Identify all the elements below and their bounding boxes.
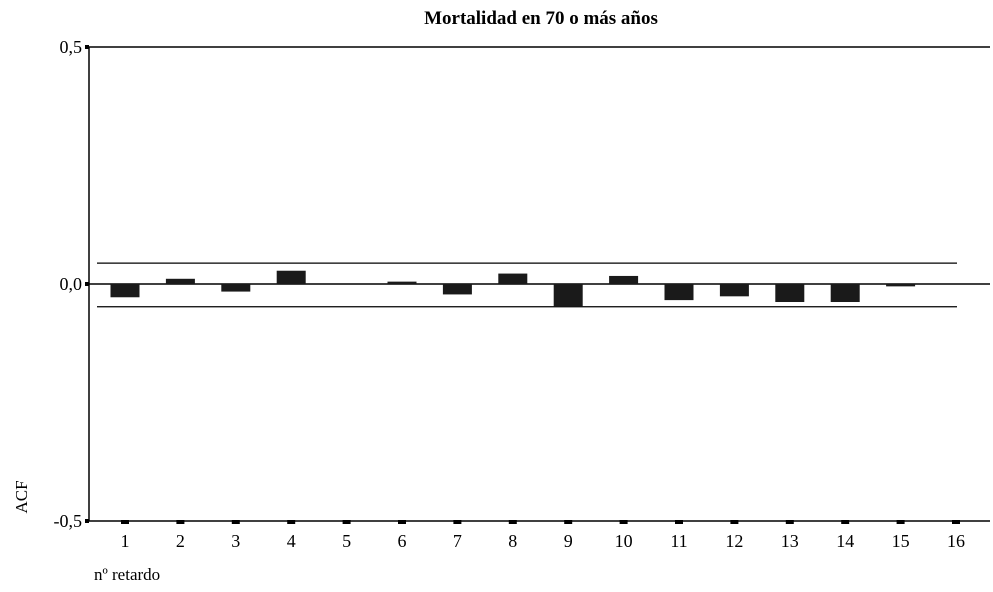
bar-lag-6 <box>387 281 417 284</box>
x-tick-label: 7 <box>453 531 462 551</box>
x-tick-label: 14 <box>836 531 854 551</box>
bar-lag-2 <box>165 278 195 284</box>
bar-lag-8 <box>498 273 528 284</box>
y-axis-label: ACF <box>12 480 31 513</box>
x-tick-label: 2 <box>176 531 185 551</box>
x-tick-label: 16 <box>947 531 965 551</box>
x-tick-label: 5 <box>342 531 351 551</box>
x-tick-label: 3 <box>231 531 240 551</box>
x-tick-label: 10 <box>615 531 633 551</box>
y-tick-label: 0,5 <box>60 37 83 57</box>
bar-lag-12 <box>719 284 749 297</box>
x-ticks: 1 2 3 4 5 6 7 8 9 10 11 12 13 14 15 16 <box>121 520 965 551</box>
bar-lag-3 <box>221 284 251 292</box>
x-tick-label: 8 <box>508 531 517 551</box>
bar-lag-15 <box>886 284 916 287</box>
chart-title: Mortalidad en 70 o más años <box>424 8 658 29</box>
x-axis-label: nº retardo <box>94 565 160 584</box>
bar-lag-14 <box>830 284 860 303</box>
bar-lag-13 <box>775 284 805 303</box>
x-tick-label: 15 <box>892 531 910 551</box>
x-tick-label: 9 <box>564 531 573 551</box>
x-tick-label: 12 <box>725 531 743 551</box>
x-tick-label: 4 <box>287 531 296 551</box>
x-tick-label: 1 <box>121 531 130 551</box>
bar-lag-10 <box>609 275 639 284</box>
bar-lag-7 <box>442 284 472 295</box>
bar-lag-9 <box>553 284 583 307</box>
bar-lag-11 <box>664 284 694 301</box>
bar-lag-1 <box>110 284 140 298</box>
confidence-limits <box>97 262 957 308</box>
y-tick-label: -0,5 <box>54 511 83 531</box>
y-tick-label: 0,0 <box>60 274 83 294</box>
y-ticks: 0,5 0,0 -0,5 <box>54 37 89 531</box>
x-tick-label: 11 <box>670 531 687 551</box>
x-tick-label: 13 <box>781 531 799 551</box>
x-tick-label: 6 <box>398 531 407 551</box>
bars <box>110 270 916 307</box>
bar-lag-4 <box>276 270 306 284</box>
